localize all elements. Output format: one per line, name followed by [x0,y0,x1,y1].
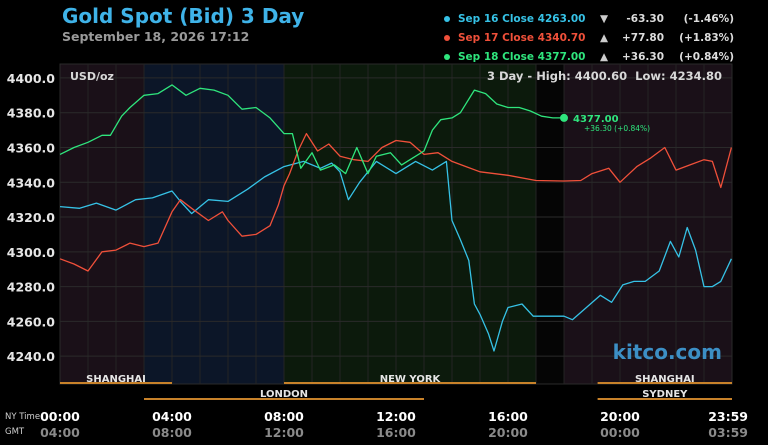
legend-dot-sep17 [444,34,450,41]
y-tick-label: 4360.0 [7,140,56,155]
legend-row-sep16[interactable]: Sep 16 Close 4263.00 ▼ -63.30 (-1.46%) [444,9,734,28]
session-label-new-york: NEW YORK [380,374,442,385]
chart-timestamp: September 18, 2026 17:12 [62,29,250,44]
legend-arrow-sep18: ▲ [599,50,609,63]
x-tick-gmt: 00:00 [600,425,640,440]
x-tick-ny: 20:00 [600,409,640,424]
x-tick-ny: 00:00 [40,409,80,424]
series-line-1 [59,132,733,272]
session-label-sydney: SYDNEY [642,389,688,400]
x-tick-ny: 04:00 [152,409,192,424]
legend-arrow-sep16: ▼ [599,12,609,25]
x-tick-ny: 08:00 [264,409,304,424]
unit-label: USD/oz [70,70,114,83]
x-tick-gmt: 04:00 [40,425,80,440]
last-price-change: +36.30 (+0.84%) [584,124,650,133]
session-band-0 [60,64,144,384]
last-price-dot [560,113,568,122]
legend-label-sep18: Sep 18 Close 4377.00 [458,50,586,63]
legend-dot-sep16 [444,15,450,22]
legend-dot-sep18 [444,53,450,60]
legend-pct-sep18: (+0.84%) [679,50,734,63]
x-tick-gmt: 16:00 [376,425,416,440]
last-price-marker: 4377.00+36.30 (+0.84%) [560,113,650,133]
series-lines [59,84,733,352]
legend-label-sep17: Sep 17 Close 4340.70 [458,31,586,44]
legend-pct-sep16: (-1.46%) [683,12,734,25]
x-tick-gmt: 20:00 [488,425,528,440]
y-tick-label: 4400.0 [7,71,56,86]
last-price-label: 4377.00 [573,114,619,125]
series-line-2 [59,84,564,175]
legend-row-sep17[interactable]: Sep 17 Close 4340.70 ▲ +77.80 (+1.83%) [444,28,734,47]
range-summary: 3 Day - High: 4400.60 Low: 4234.80 [487,69,722,83]
y-tick-label: 4320.0 [7,210,56,225]
legend-change-sep18: +36.30 [621,50,664,63]
session-band-1 [144,64,284,384]
legend-row-sep18[interactable]: Sep 18 Close 4377.00 ▲ +36.30 (+0.84%) [444,47,734,66]
x-axis: NY TimeGMT00:0004:0004:0008:0008:0012:00… [5,409,748,440]
legend: Sep 16 Close 4263.00 ▼ -63.30 (-1.46%) S… [444,9,734,66]
y-tick-label: 4280.0 [7,280,56,295]
session-band-2 [284,64,536,384]
gmt-label: GMT [5,427,25,437]
legend-pct-sep17: (+1.83%) [679,31,734,44]
gridlines [60,64,732,384]
x-tick-ny: 12:00 [376,409,416,424]
y-tick-label: 4300.0 [7,245,56,260]
legend-change-sep17: +77.80 [621,31,664,44]
y-tick-label: 4260.0 [7,314,56,329]
x-tick-gmt: 08:00 [152,425,192,440]
session-label-london: LONDON [260,389,308,400]
ny-time-label: NY Time [5,412,40,422]
x-tick-gmt: 12:00 [264,425,304,440]
series-line-0 [59,160,732,352]
session-label-shanghai: SHANGHAI [86,374,146,385]
legend-label-sep16: Sep 16 Close 4263.00 [458,12,586,25]
trading-sessions: SHANGHAI NEW YORK SHANGHAI LONDON SYDNEY [60,374,732,400]
x-tick-ny: 16:00 [488,409,528,424]
legend-arrow-sep17: ▲ [599,31,609,44]
y-axis-ticks: 4240.0 4260.0 4280.0 4300.0 4320.0 4340.0 4360… [7,71,56,364]
y-tick-label: 4340.0 [7,175,56,190]
session-gap [536,64,564,384]
y-tick-label: 4240.0 [7,349,56,364]
y-tick-label: 4380.0 [7,106,56,121]
chart-title: Gold Spot (Bid) 3 Day [62,4,305,28]
legend-change-sep16: -63.30 [626,12,664,25]
session-label-shanghai: SHANGHAI [635,374,695,385]
watermark: kitco.com [613,340,722,364]
x-tick-gmt: 03:59 [708,425,748,440]
x-tick-ny: 23:59 [708,409,748,424]
